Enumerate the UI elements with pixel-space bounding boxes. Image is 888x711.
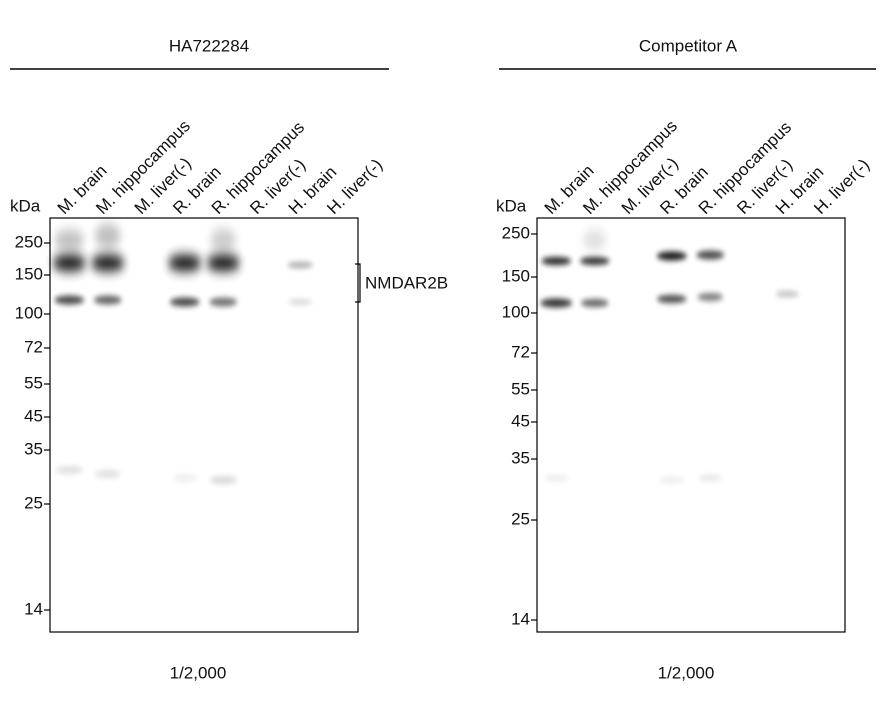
dilution-label: 1/2,000 bbox=[658, 663, 715, 682]
marker-label: 14 bbox=[24, 599, 43, 618]
band bbox=[210, 229, 237, 251]
unit-label: kDa bbox=[10, 196, 41, 215]
unit-label: kDa bbox=[496, 196, 527, 215]
band bbox=[580, 299, 609, 307]
marker-label: 14 bbox=[511, 609, 530, 628]
marker-label: 150 bbox=[15, 264, 43, 283]
band bbox=[696, 250, 725, 260]
band bbox=[540, 298, 573, 308]
marker-label: 45 bbox=[511, 411, 530, 430]
dilution-label: 1/2,000 bbox=[170, 663, 227, 682]
marker-label: 250 bbox=[15, 232, 43, 251]
marker-label: 25 bbox=[24, 493, 43, 512]
band bbox=[94, 224, 121, 248]
band bbox=[167, 255, 202, 271]
panel-title: HA722284 bbox=[169, 36, 249, 55]
band bbox=[172, 474, 197, 482]
band bbox=[658, 477, 685, 483]
marker-label: 72 bbox=[24, 337, 43, 356]
band bbox=[54, 230, 85, 250]
band bbox=[93, 295, 122, 305]
band bbox=[206, 255, 241, 271]
band bbox=[90, 255, 125, 271]
band bbox=[52, 255, 87, 271]
band bbox=[209, 297, 238, 307]
marker-label: 35 bbox=[24, 439, 43, 458]
band bbox=[541, 257, 572, 265]
panel-title: Competitor A bbox=[639, 36, 738, 55]
annotation-label: NMDAR2B bbox=[365, 273, 448, 292]
band bbox=[656, 251, 687, 261]
marker-label: 55 bbox=[511, 379, 530, 398]
band bbox=[54, 295, 85, 305]
band bbox=[288, 299, 313, 305]
marker-label: 45 bbox=[24, 406, 43, 425]
marker-label: 35 bbox=[511, 448, 530, 467]
annotation-bracket bbox=[355, 263, 361, 303]
marker-label: 250 bbox=[502, 223, 530, 242]
lane-label: H. liver(-) bbox=[810, 155, 873, 218]
blot-frame bbox=[536, 217, 846, 633]
marker-label: 100 bbox=[15, 303, 43, 322]
band bbox=[209, 476, 238, 484]
band bbox=[579, 257, 610, 265]
marker-label: 100 bbox=[502, 302, 530, 321]
band bbox=[697, 293, 724, 301]
band bbox=[698, 475, 723, 481]
band bbox=[55, 466, 84, 474]
blot-frame bbox=[49, 217, 359, 633]
marker-label: 25 bbox=[511, 509, 530, 528]
band bbox=[287, 262, 314, 268]
marker-label: 72 bbox=[511, 342, 530, 361]
lane-label: H. liver(-) bbox=[323, 155, 386, 218]
band bbox=[775, 291, 800, 297]
band bbox=[169, 297, 200, 307]
band bbox=[543, 475, 570, 481]
band bbox=[94, 470, 121, 478]
band bbox=[656, 295, 687, 303]
band bbox=[582, 230, 607, 250]
marker-label: 150 bbox=[502, 266, 530, 285]
marker-label: 55 bbox=[24, 373, 43, 392]
